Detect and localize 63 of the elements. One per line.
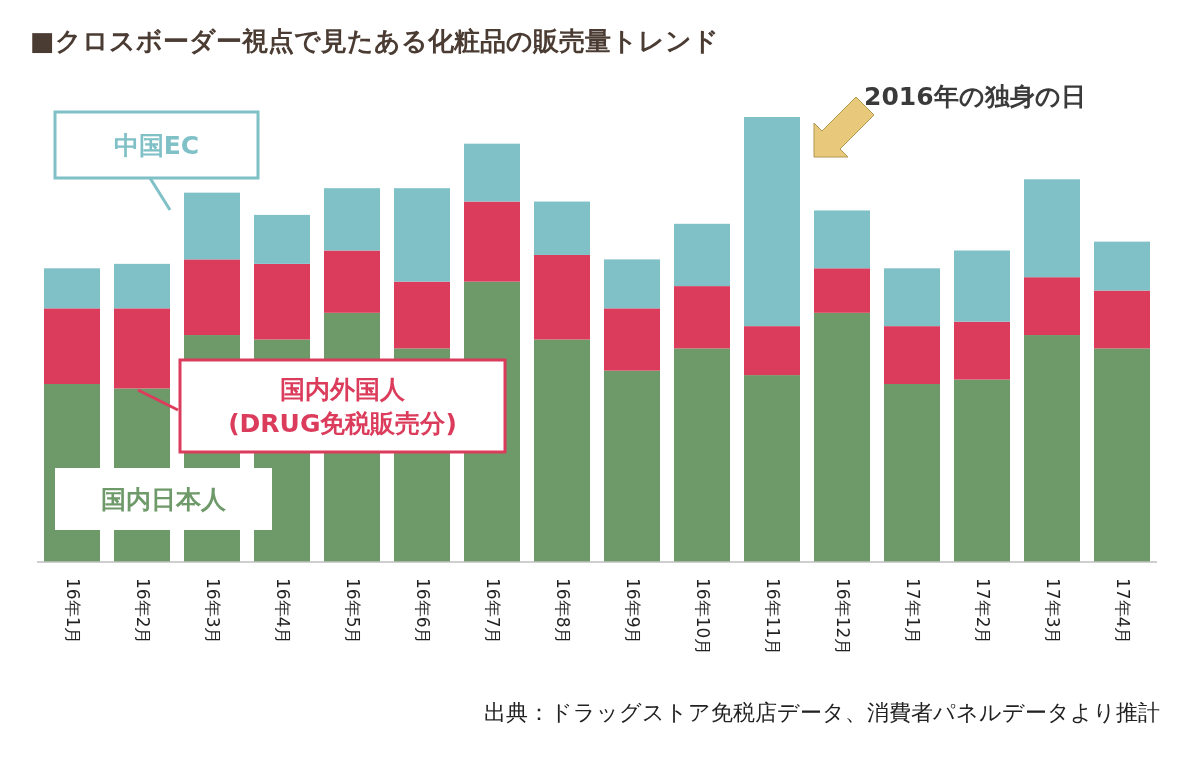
bar <box>394 188 450 282</box>
bar <box>1024 335 1080 562</box>
bar <box>254 263 310 340</box>
bar <box>604 259 660 309</box>
x-tick-label: 16年11月 <box>763 578 783 656</box>
bar <box>814 268 870 313</box>
bar <box>1094 241 1150 291</box>
bar <box>464 201 520 282</box>
x-tick-label: 16年9月 <box>623 578 643 645</box>
x-tick-label: 16年12月 <box>833 578 853 656</box>
x-tick-label: 17年4月 <box>1113 578 1133 645</box>
source-note: 出典：ドラッグストア免税店データ、消費者パネルデータより推計 <box>484 700 1160 725</box>
bar <box>534 254 590 340</box>
bar <box>1024 277 1080 336</box>
bar <box>604 370 660 562</box>
series-label: 国内外国人 (DRUG免税販売分) <box>228 374 457 438</box>
bar <box>184 259 240 336</box>
bar <box>114 263 170 309</box>
x-tick-label: 16年5月 <box>343 578 363 645</box>
bar <box>744 326 800 376</box>
bar <box>674 223 730 287</box>
x-tick-label: 16年4月 <box>273 578 293 645</box>
series-label: 国内日本人 <box>101 484 227 514</box>
bar <box>114 308 170 389</box>
bar <box>1024 179 1080 278</box>
bar <box>184 192 240 260</box>
bar <box>744 375 800 562</box>
x-tick-label: 17年2月 <box>973 578 993 645</box>
bar <box>44 308 100 384</box>
bar <box>884 268 940 327</box>
bar <box>1094 290 1150 349</box>
chart-title: ■クロスボーダー視点で見たある化粧品の販売量トレンド <box>30 26 719 56</box>
bar <box>604 308 660 371</box>
bar <box>954 250 1010 322</box>
x-tick-label: 16年7月 <box>483 578 503 645</box>
bar <box>394 281 450 349</box>
bar <box>324 250 380 313</box>
bar <box>674 286 730 349</box>
bar <box>954 379 1010 562</box>
x-tick-label: 16年10月 <box>693 578 713 656</box>
bar <box>884 326 940 384</box>
x-tick-label: 16年1月 <box>63 578 83 645</box>
bar <box>814 312 870 562</box>
x-tick-label: 16年8月 <box>553 578 573 645</box>
x-tick-label: 17年1月 <box>903 578 923 645</box>
bar <box>534 201 590 255</box>
bar <box>464 143 520 202</box>
x-tick-label: 16年6月 <box>413 578 433 645</box>
x-tick-label: 16年2月 <box>133 578 153 645</box>
bar <box>534 339 590 562</box>
bar <box>674 348 730 562</box>
x-tick-label: 17年3月 <box>1043 578 1063 645</box>
bar <box>954 321 1010 380</box>
text: 2016年の独身の日 <box>864 82 1086 111</box>
bar <box>814 210 870 269</box>
bar <box>884 384 940 562</box>
series-label: 中国EC <box>113 130 200 160</box>
x-tick-label: 16年3月 <box>203 578 223 645</box>
bar <box>1094 348 1150 562</box>
bar <box>254 214 310 264</box>
bar <box>324 188 380 251</box>
bar <box>744 117 800 327</box>
bar <box>44 268 100 309</box>
